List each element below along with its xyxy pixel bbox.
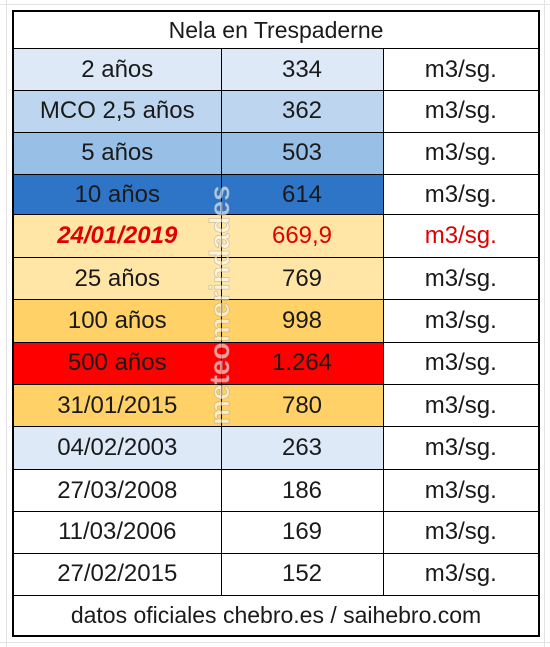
row-unit-cell[interactable]: m3/sg. [382, 383, 540, 428]
row-unit-cell[interactable]: m3/sg. [382, 48, 540, 92]
row-value-cell[interactable]: 780 [220, 383, 384, 428]
table-row: 31/01/2015 780 m3/sg. [12, 383, 540, 428]
row-label-cell[interactable]: MCO 2,5 años [12, 90, 222, 133]
row-label-cell[interactable]: 100 años [12, 299, 222, 343]
row-unit-cell[interactable]: m3/sg. [382, 173, 540, 216]
row-value-cell[interactable]: 614 [220, 173, 384, 216]
row-value-cell[interactable]: 1.264 [220, 341, 384, 385]
table-row: 11/03/2006 169 m3/sg. [12, 511, 540, 554]
row-unit-cell[interactable]: m3/sg. [382, 214, 540, 259]
row-unit-cell[interactable]: m3/sg. [382, 511, 540, 554]
row-unit-cell[interactable]: m3/sg. [382, 131, 540, 175]
row-label-cell[interactable]: 27/03/2008 [12, 469, 222, 513]
row-label-cell[interactable]: 2 años [12, 48, 222, 92]
table-row: 5 años 503 m3/sg. [12, 131, 540, 175]
row-value-cell[interactable]: 152 [220, 552, 384, 596]
table-row: MCO 2,5 años 362 m3/sg. [12, 90, 540, 133]
sheet-gridline [6, 0, 7, 647]
row-value-cell[interactable]: 263 [220, 426, 384, 471]
row-unit-cell[interactable]: m3/sg. [382, 90, 540, 133]
row-unit-cell[interactable]: m3/sg. [382, 299, 540, 343]
table-row: 24/01/2019 669,9 m3/sg. [12, 214, 540, 259]
table-title[interactable]: Nela en Trespaderne [12, 10, 540, 50]
row-label-cell[interactable]: 25 años [12, 257, 222, 300]
row-value-cell[interactable]: 669,9 [220, 214, 384, 259]
row-value-cell[interactable]: 769 [220, 257, 384, 300]
sheet-gridline [0, 4, 550, 5]
row-unit-cell[interactable]: m3/sg. [382, 257, 540, 300]
row-value-cell[interactable]: 186 [220, 469, 384, 513]
table-footer[interactable]: datos oficiales chebro.es / saihebro.com [12, 594, 540, 637]
row-value-cell[interactable]: 503 [220, 131, 384, 175]
row-label-cell[interactable]: 500 años [12, 341, 222, 385]
sheet-gridline [0, 642, 550, 643]
footer-row: datos oficiales chebro.es / saihebro.com [12, 594, 540, 637]
table-row: 10 años 614 m3/sg. [12, 173, 540, 216]
row-value-cell[interactable]: 334 [220, 48, 384, 92]
table-row: 27/03/2008 186 m3/sg. [12, 469, 540, 513]
table-row: 27/02/2015 152 m3/sg. [12, 552, 540, 596]
row-value-cell[interactable]: 362 [220, 90, 384, 133]
row-label-cell[interactable]: 04/02/2003 [12, 426, 222, 471]
row-label-cell[interactable]: 11/03/2006 [12, 511, 222, 554]
sheet-gridline [544, 0, 545, 647]
table-row: 2 años 334 m3/sg. [12, 48, 540, 92]
row-value-cell[interactable]: 169 [220, 511, 384, 554]
row-label-cell[interactable]: 24/01/2019 [12, 214, 222, 259]
row-label-cell[interactable]: 27/02/2015 [12, 552, 222, 596]
table-row: 500 años 1.264 m3/sg. [12, 341, 540, 385]
row-value-cell[interactable]: 998 [220, 299, 384, 343]
row-unit-cell[interactable]: m3/sg. [382, 469, 540, 513]
row-unit-cell[interactable]: m3/sg. [382, 341, 540, 385]
table-row: 04/02/2003 263 m3/sg. [12, 426, 540, 471]
row-unit-cell[interactable]: m3/sg. [382, 552, 540, 596]
row-unit-cell[interactable]: m3/sg. [382, 426, 540, 471]
title-row: Nela en Trespaderne [12, 10, 540, 50]
row-label-cell[interactable]: 31/01/2015 [12, 383, 222, 428]
table-row: 25 años 769 m3/sg. [12, 257, 540, 300]
row-label-cell[interactable]: 10 años [12, 173, 222, 216]
row-label-cell[interactable]: 5 años [12, 131, 222, 175]
table-row: 100 años 998 m3/sg. [12, 299, 540, 343]
flood-data-table: Nela en Trespaderne 2 años 334 m3/sg. MCO 2… [12, 10, 541, 637]
